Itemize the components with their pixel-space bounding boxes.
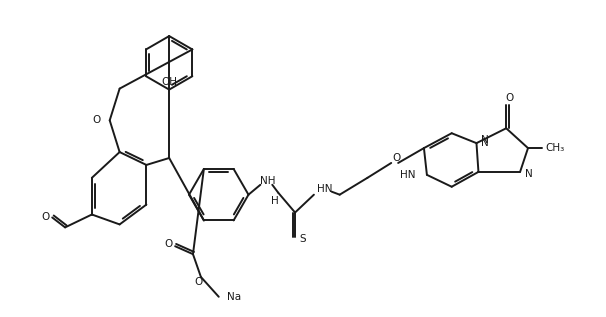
Text: OH: OH	[161, 77, 177, 87]
Text: Na: Na	[227, 292, 241, 302]
Text: NH: NH	[261, 176, 276, 186]
Text: O: O	[41, 212, 50, 223]
Text: O: O	[93, 115, 101, 125]
Text: N: N	[481, 138, 489, 148]
Text: H: H	[271, 196, 279, 206]
Text: HN: HN	[317, 184, 332, 194]
Text: CH₃: CH₃	[546, 143, 565, 153]
Text: HN: HN	[399, 170, 415, 180]
Text: S: S	[300, 234, 306, 244]
Text: O: O	[164, 239, 172, 249]
Text: N: N	[481, 135, 489, 145]
Text: O: O	[392, 153, 401, 163]
Text: N: N	[525, 169, 533, 179]
Text: O: O	[195, 277, 203, 287]
Text: O: O	[505, 93, 513, 102]
